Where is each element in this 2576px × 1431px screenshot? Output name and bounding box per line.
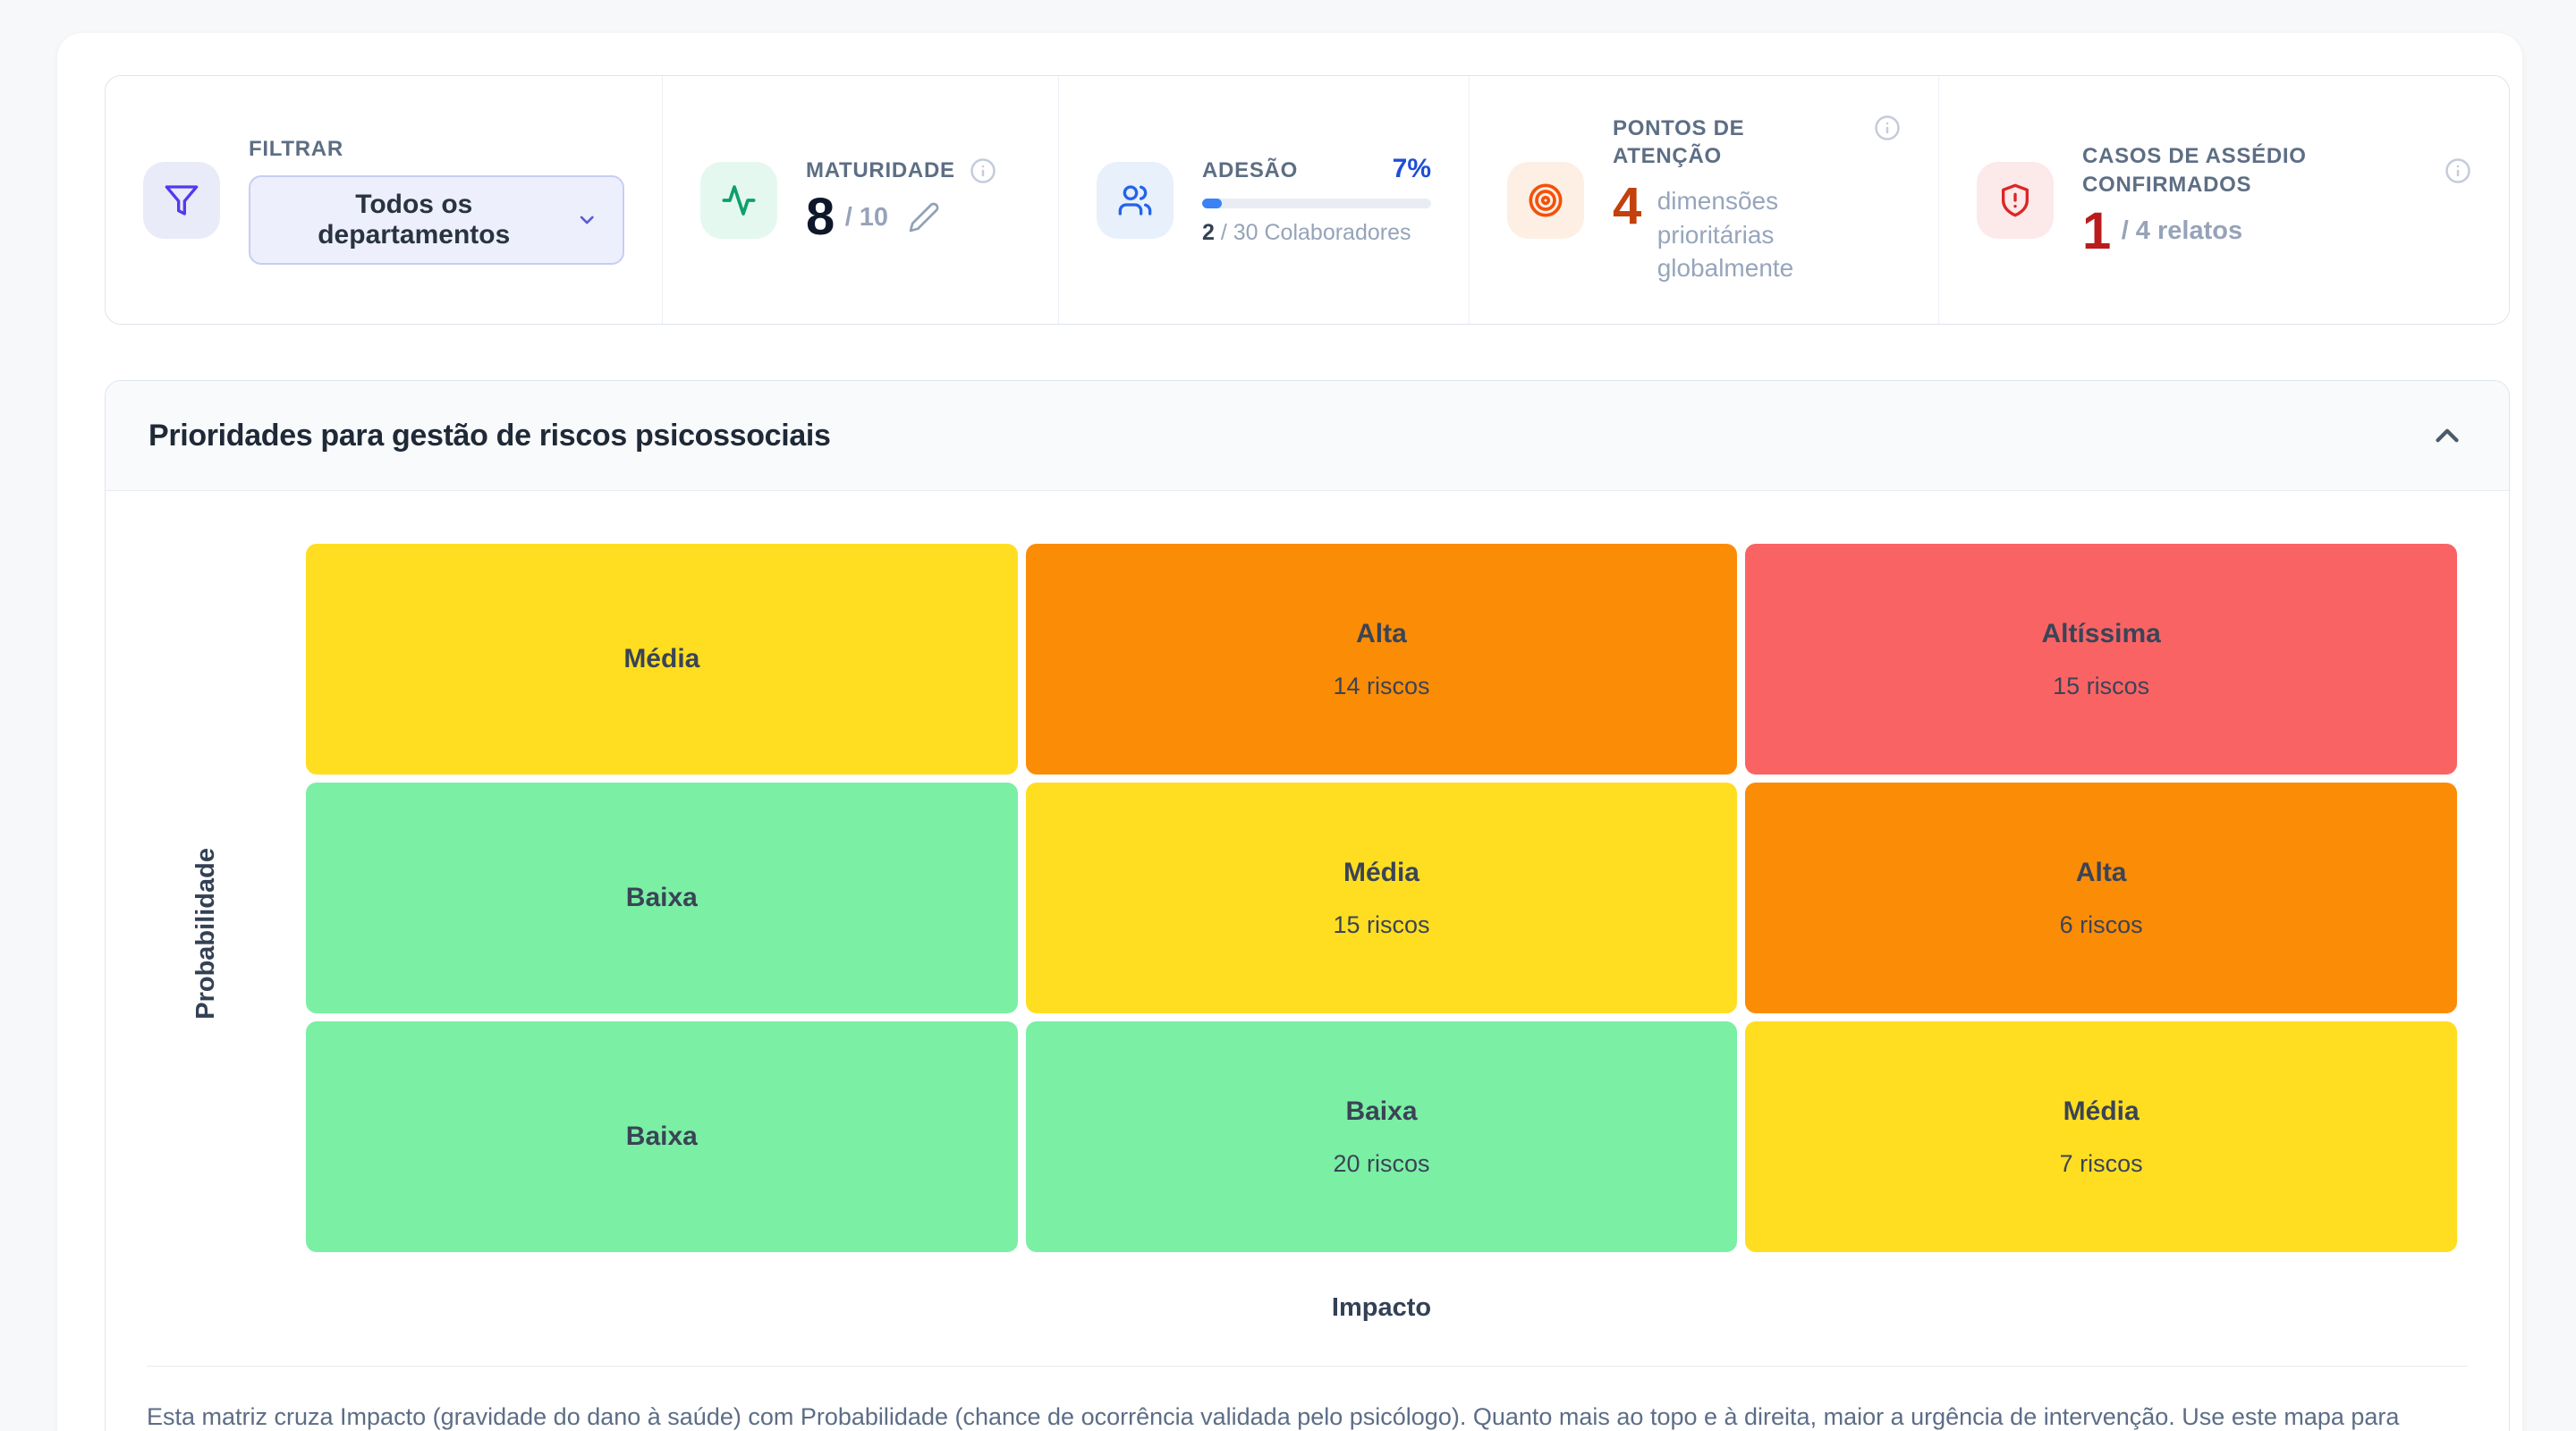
adhesion-progress-bar: [1202, 198, 1431, 208]
cell-risk-count: 7 riscos: [2059, 1149, 2143, 1177]
cell-label: Baixa: [625, 1122, 698, 1151]
matrix-cell[interactable]: Alta 6 riscos: [1745, 783, 2457, 1013]
risk-matrix-title: Prioridades para gestão de riscos psicos…: [148, 418, 831, 453]
harassment-suffix: / 4 relatos: [2121, 216, 2243, 246]
adhesion-count-line: 2 / 30 Colaboradores: [1202, 220, 1431, 246]
chevron-up-icon: [2436, 428, 2459, 443]
matrix-cell[interactable]: Média 15 riscos: [1025, 783, 1738, 1013]
matrix-cell[interactable]: Altíssima 15 riscos: [1745, 544, 2457, 775]
cell-risk-count: 14 riscos: [1333, 672, 1430, 699]
users-icon: [1118, 184, 1152, 216]
info-icon[interactable]: [2445, 157, 2471, 184]
department-filter-select[interactable]: Todos os departamentos: [249, 175, 624, 266]
harassment-label: CASOS DE ASSÉDIO CONFIRMADOS: [2082, 144, 2307, 197]
stat-harassment-cases: CASOS DE ASSÉDIO CONFIRMADOS 1 / 4 relat…: [1939, 76, 2509, 324]
attention-label: PONTOS DE ATENÇÃO: [1613, 116, 1745, 169]
attention-icon-tile: [1507, 161, 1584, 239]
filter-label: FILTRAR: [249, 136, 343, 161]
matrix-cell[interactable]: Baixa: [306, 783, 1018, 1013]
stat-attention-points: PONTOS DE ATENÇÃO 4 dimensões prioritári…: [1470, 76, 1939, 324]
cell-label: Média: [623, 644, 700, 673]
cell-label: Alta: [2075, 857, 2127, 887]
adhesion-percent: 7%: [1392, 154, 1431, 184]
department-filter-value: Todos os departamentos: [318, 190, 511, 250]
adhesion-label: ADESÃO: [1202, 158, 1298, 183]
target-icon: [1529, 183, 1563, 216]
filter-icon-tile: [143, 161, 220, 239]
funnel-icon: [165, 184, 199, 216]
chevron-down-icon: [580, 216, 594, 224]
matrix-cell[interactable]: Alta 14 riscos: [1025, 544, 1738, 775]
x-axis-label: Impacto: [1331, 1293, 1432, 1322]
info-icon[interactable]: [1874, 114, 1901, 141]
cell-risk-count: 6 riscos: [2059, 910, 2143, 938]
cell-label: Média: [1343, 857, 1419, 887]
activity-pulse-icon: [722, 184, 756, 216]
risk-matrix-card: Prioridades para gestão de riscos psicos…: [105, 380, 2510, 1431]
cell-label: Altíssima: [2041, 618, 2161, 648]
matrix-grid: Média Alta 14 riscos Altíssima 15 riscos: [306, 544, 2457, 1252]
cell-label: Baixa: [1345, 1096, 1418, 1126]
cell-risk-count: 15 riscos: [1333, 910, 1430, 938]
matrix-cell[interactable]: Baixa: [306, 1021, 1018, 1252]
harassment-icon-tile: [1977, 161, 2054, 239]
main-panel: FILTRAR Todos os departamentos MATURIDAD…: [57, 33, 2522, 1431]
attention-description: dimensões prioritárias globalmente: [1657, 187, 1794, 283]
stat-filter: FILTRAR Todos os departamentos: [106, 76, 663, 324]
shield-alert-icon: [2002, 183, 2029, 216]
adhesion-total: / 30 Colaboradores: [1220, 219, 1411, 245]
risk-matrix-body: Probabilidade Média Alta 14 riscos: [106, 491, 2509, 1323]
matrix-grid-area: Média Alta 14 riscos Altíssima 15 riscos: [306, 544, 2457, 1323]
cell-label: Baixa: [625, 883, 698, 912]
info-icon[interactable]: [970, 157, 996, 184]
cell-label: Alta: [1356, 618, 1407, 648]
adhesion-progress-fill: [1202, 198, 1222, 208]
maturity-suffix: / 10: [844, 202, 889, 232]
harassment-value: 1: [2082, 201, 2111, 260]
stats-bar: FILTRAR Todos os departamentos MATURIDAD…: [105, 75, 2510, 325]
footnote-divider: [147, 1366, 2468, 1367]
cell-label: Média: [2063, 1096, 2140, 1126]
matrix-cell[interactable]: Média: [306, 544, 1018, 775]
matrix-cell[interactable]: Média 7 riscos: [1745, 1021, 2457, 1252]
adhesion-icon-tile: [1097, 161, 1174, 239]
matrix-footnote: Esta matriz cruza Impacto (gravidade do …: [147, 1403, 2400, 1430]
collapse-button[interactable]: [2428, 417, 2466, 454]
y-axis-gutter: Probabilidade: [106, 544, 306, 1323]
cell-risk-count: 15 riscos: [2053, 672, 2150, 699]
adhesion-count: 2: [1202, 219, 1215, 245]
maturity-label: MATURIDADE: [806, 157, 955, 182]
risk-matrix-header: Prioridades para gestão de riscos psicos…: [106, 381, 2509, 491]
attention-value: 4: [1613, 177, 1641, 236]
maturity-value: 8: [806, 188, 835, 247]
maturity-icon-tile: [700, 161, 777, 239]
y-axis-label: Probabilidade: [191, 847, 220, 1020]
stat-adhesion: ADESÃO 7% 2 / 30 Colaboradores: [1059, 76, 1470, 324]
matrix-cell[interactable]: Baixa 20 riscos: [1025, 1021, 1738, 1252]
cell-risk-count: 20 riscos: [1333, 1149, 1430, 1177]
edit-pencil-icon[interactable]: [908, 201, 940, 233]
stat-maturity: MATURIDADE 8 / 10: [663, 76, 1059, 324]
